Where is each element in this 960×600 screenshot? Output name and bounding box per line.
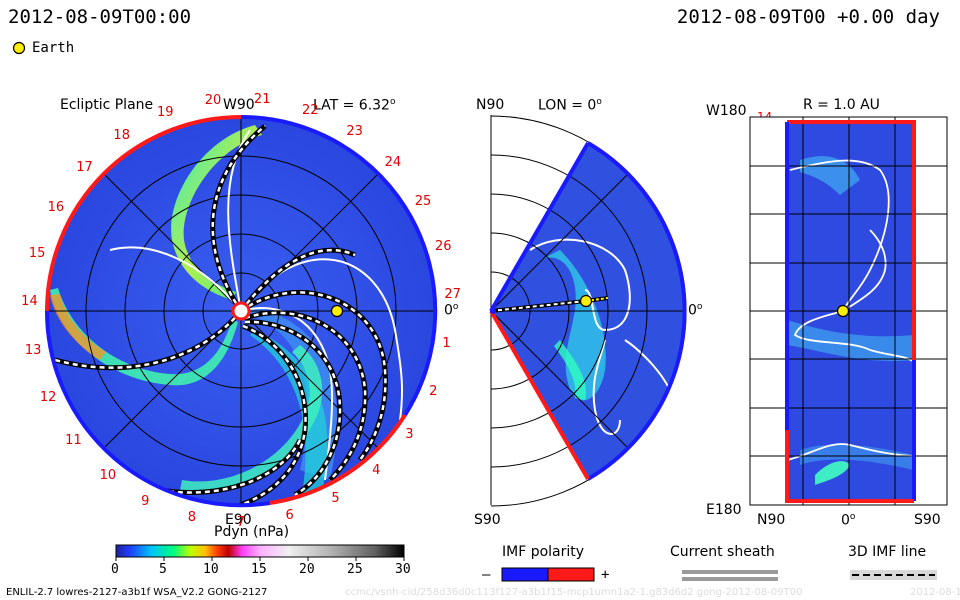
imf-polarity-title: IMF polarity bbox=[502, 544, 585, 560]
carrington-tick: 12 bbox=[39, 390, 57, 406]
imf-line-label: 3D IMF line bbox=[848, 544, 927, 560]
carrington-tick: 19 bbox=[157, 105, 174, 121]
ecliptic-e90-label: E90 bbox=[225, 512, 252, 528]
ecliptic-polarity-arc-north bbox=[240, 114, 438, 417]
carrington-tick: 22 bbox=[302, 102, 319, 118]
ecliptic-lat-label: LAT = 6.32o bbox=[313, 97, 396, 114]
carrington-tick: 1 bbox=[442, 336, 451, 352]
imf-legend bbox=[501, 567, 937, 582]
meridional-contour-2 bbox=[592, 339, 621, 435]
carrington-tick: 3 bbox=[405, 426, 414, 442]
carrington-tick: 27 bbox=[444, 286, 461, 302]
current-sheath-swatch-2 bbox=[682, 577, 778, 581]
colorbar bbox=[115, 544, 405, 561]
earth-legend-icon bbox=[12, 41, 26, 55]
ecliptic-earth-marker bbox=[330, 304, 344, 318]
ecliptic-0-label: 0o bbox=[444, 302, 459, 319]
sun-marker bbox=[231, 301, 251, 321]
carrington-tick: 15 bbox=[28, 245, 46, 261]
carrington-tick: 17 bbox=[76, 160, 93, 176]
carrington-tick: 14 bbox=[21, 294, 38, 310]
colorbar-tick-20: 20 bbox=[299, 562, 315, 577]
radial-n90-label: N90 bbox=[757, 512, 786, 528]
watermark: ccmc/vsnh-cid/258d36d0c113f127-a3b1f15-m… bbox=[345, 587, 803, 598]
ecliptic-contour-3 bbox=[109, 246, 242, 312]
radial-s90-label: S90 bbox=[914, 512, 941, 528]
ecliptic-polarity-arc-south bbox=[44, 310, 271, 508]
earth-legend-label: Earth bbox=[32, 40, 75, 56]
carrington-tick: 13 bbox=[24, 343, 42, 359]
radial-feature-3 bbox=[815, 461, 850, 485]
meridional-n90-label: N90 bbox=[476, 97, 505, 113]
radial-feature-4 bbox=[800, 444, 914, 470]
colorbar-tick-30: 30 bbox=[395, 562, 411, 577]
meridional-s90-label: S90 bbox=[474, 512, 501, 528]
carrington-tick: 7 bbox=[236, 514, 245, 530]
meridional-contour-3 bbox=[624, 339, 671, 391]
imf-positive-swatch bbox=[547, 567, 595, 582]
carrington-tick: 21 bbox=[253, 92, 271, 108]
carrington-tick: 6 bbox=[285, 508, 294, 524]
carrington-tick: 8 bbox=[187, 510, 196, 526]
meridional-earth-marker bbox=[579, 294, 593, 308]
ecliptic-title: Ecliptic Plane bbox=[60, 97, 154, 113]
ecliptic-contour-1 bbox=[240, 258, 404, 421]
carrington-tick: 5 bbox=[331, 490, 340, 506]
radial-contour-3 bbox=[842, 229, 887, 312]
imf-plus-label: + bbox=[601, 567, 610, 583]
carrington-tick: 24 bbox=[384, 154, 402, 170]
ecliptic-w90-label: W90 bbox=[223, 97, 255, 113]
colorbar-title: Pdyn (nPa) bbox=[214, 524, 290, 540]
colorbar-tick-10: 10 bbox=[203, 562, 219, 577]
radial-contour-1 bbox=[789, 159, 890, 312]
carrington-tick: 23 bbox=[346, 123, 363, 139]
carrington-tick: 18 bbox=[113, 127, 130, 143]
current-sheath-swatch-1 bbox=[682, 570, 778, 574]
radial-feature-2 bbox=[787, 320, 914, 362]
imf-minus-label: – bbox=[482, 567, 491, 583]
colorbar-tick-5: 5 bbox=[159, 562, 167, 577]
ecliptic-polarity-arc-east bbox=[269, 413, 407, 505]
imf-line-swatch-bg bbox=[850, 570, 937, 580]
carrington-tick: 10 bbox=[99, 467, 117, 483]
model-info: ENLIL-2.7 lowres-2127-a3b1f WSA_V2.2 GON… bbox=[6, 587, 268, 598]
carrington-tick: 11 bbox=[65, 432, 82, 448]
ecliptic-band-west bbox=[50, 288, 238, 386]
ecliptic-panel bbox=[44, 114, 438, 508]
carrington-tick: 25 bbox=[414, 193, 432, 209]
radial-contour-4 bbox=[787, 443, 914, 461]
carrington-tick: 26 bbox=[435, 238, 452, 254]
time-left: 2012-08-09T00:00 bbox=[8, 6, 192, 28]
colorbar-gradient bbox=[115, 544, 405, 558]
colorbar-tick-25: 25 bbox=[347, 562, 363, 577]
time-right: 2012-08-09T00 +0.00 day bbox=[676, 6, 940, 28]
watermark-date: 2012-08-16 bbox=[910, 587, 960, 598]
current-sheath-label: Current sheath bbox=[670, 544, 775, 560]
radial-0-label: 0o bbox=[841, 512, 856, 529]
colorbar-tick-15: 15 bbox=[251, 562, 267, 577]
carrington-tick: 9 bbox=[141, 494, 150, 510]
carrington-tick: 16 bbox=[47, 200, 65, 216]
meridional-lon-label: LON = 0o bbox=[538, 97, 602, 114]
carrington-tick: 4 bbox=[372, 462, 381, 478]
imf-negative-swatch bbox=[501, 567, 549, 582]
meridional-sun-marker bbox=[490, 308, 496, 314]
radial-w180-label: W180 bbox=[706, 103, 747, 119]
ecliptic-polarity-arc-west bbox=[45, 115, 242, 312]
colorbar-tick-0: 0 bbox=[111, 562, 119, 577]
radial-e180-label: E180 bbox=[706, 502, 742, 518]
radial-panel bbox=[749, 116, 948, 506]
radial-earth-marker bbox=[836, 304, 850, 318]
meridional-feature-1 bbox=[540, 250, 606, 401]
carrington-tick: 20 bbox=[204, 92, 222, 108]
carrington-tick: 2 bbox=[429, 383, 438, 399]
meridional-0-label: 0o bbox=[688, 302, 703, 319]
ecliptic-band-north bbox=[171, 125, 262, 300]
meridional-feature-2 bbox=[554, 340, 586, 400]
meridional-contour-1 bbox=[529, 238, 631, 332]
ecliptic-streamer-2 bbox=[250, 330, 328, 505]
radial-title: R = 1.0 AU bbox=[803, 97, 880, 113]
meridional-panel bbox=[489, 115, 687, 507]
